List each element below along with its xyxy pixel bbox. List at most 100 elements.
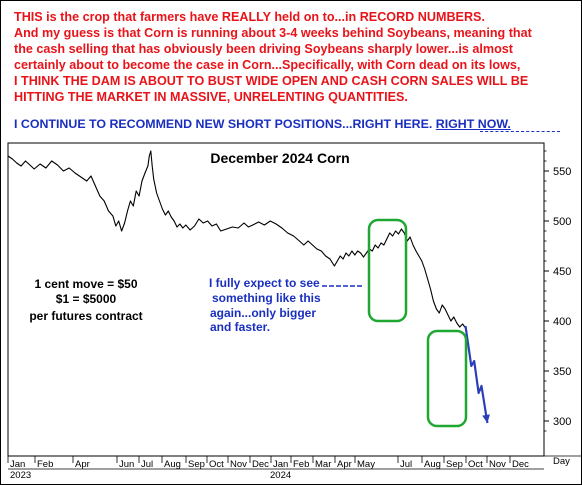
price-point [63,170,64,172]
price-point [99,195,101,197]
x-month-label: Apr [75,459,90,470]
expectation-line-3: again...only bigger [210,306,316,320]
price-point [412,244,414,246]
price-point [415,250,417,252]
x-month-label: Jul [400,459,412,470]
expectation-line-4: and faster. [210,320,270,334]
price-point [275,223,277,225]
x-month-label: Feb [293,459,309,470]
price-point [339,255,341,257]
commentary-line-1: THIS is the crop that farmers have REALL… [14,10,485,24]
price-point [51,160,53,162]
price-point [185,224,187,226]
price-point [182,227,184,229]
price-point [444,308,446,310]
price-point [345,252,347,254]
price-point [418,255,420,257]
price-point [33,168,35,170]
price-point [248,226,249,228]
price-point [115,225,117,227]
price-point [436,308,437,310]
price-point [462,323,463,325]
price-point [103,200,105,202]
price-point [392,235,393,237]
price-point [354,254,356,256]
y-tick-label: 350 [553,366,571,378]
contract-info-line-1: 1 cent move = $50 [34,277,137,291]
projected-arrow-head [482,414,490,423]
price-point [287,232,289,234]
price-point [438,312,440,314]
price-point [389,232,391,234]
price-point [334,265,335,267]
commentary-line-5: I THINK THE DAM IS ABOUT TO BUST WIDE OP… [14,74,529,88]
price-point [398,233,399,235]
price-point [159,200,160,202]
price-point [269,220,271,222]
price-point [165,214,166,216]
y-tick-label: 450 [553,266,571,278]
price-point [148,155,150,157]
x-month-label: Jun [119,459,134,470]
x-month-label: Dec [512,459,529,470]
price-point [374,244,376,246]
price-point [173,220,175,222]
price-point [401,228,402,230]
y-tick-label: 400 [553,316,571,328]
price-point [68,167,70,169]
price-point [371,250,373,252]
price-point [395,230,396,232]
price-point [95,185,96,187]
x-month-label: Sep [446,459,463,470]
x-month-label: Jan [273,459,288,470]
price-point [12,158,13,160]
x-month-label: Apr [337,459,352,470]
price-point [450,320,452,322]
price-point [189,229,191,231]
x-month-label: Aug [424,459,441,470]
price-point [447,314,449,316]
price-point [130,200,131,202]
y-tick-label: 550 [553,166,571,178]
x-month-label: Sep [188,459,205,470]
price-point [360,252,361,254]
price-point [74,172,76,174]
x-month-label: Dec [252,459,269,470]
price-point [144,172,146,174]
price-point [281,227,283,229]
price-point [264,224,265,226]
price-point [433,300,434,302]
price-point [320,250,322,252]
x-axis-unit: Day [553,456,570,467]
price-point [303,244,305,246]
price-point [377,247,379,249]
price-point [194,225,195,227]
x-month-label: Feb [37,459,53,470]
price-point [179,223,181,225]
price-point [156,192,158,194]
price-point [121,230,122,232]
chart-title: December 2024 Corn [210,150,349,166]
price-point [198,218,200,220]
recommendation-text: I CONTINUE TO RECOMMEND NEW SHORT POSITI… [14,117,433,131]
price-point [45,167,47,169]
price-point [336,260,338,262]
price-point [80,176,82,178]
contract-info-line-2: $1 = $5000 [56,292,117,306]
price-point [124,222,125,224]
x-month-label: May [357,459,375,470]
price-point [386,238,388,240]
price-point [153,178,155,180]
emphasis-dashed-underline [480,131,560,132]
price-point [7,155,9,157]
price-point [211,225,213,227]
price-point [316,248,318,250]
price-point [427,278,428,280]
highlight-box-projected-decline [426,329,468,428]
x-year-label: 2024 [270,470,291,481]
price-point [232,226,233,228]
price-point [25,160,26,162]
price-point [366,252,367,254]
price-point [363,256,364,258]
